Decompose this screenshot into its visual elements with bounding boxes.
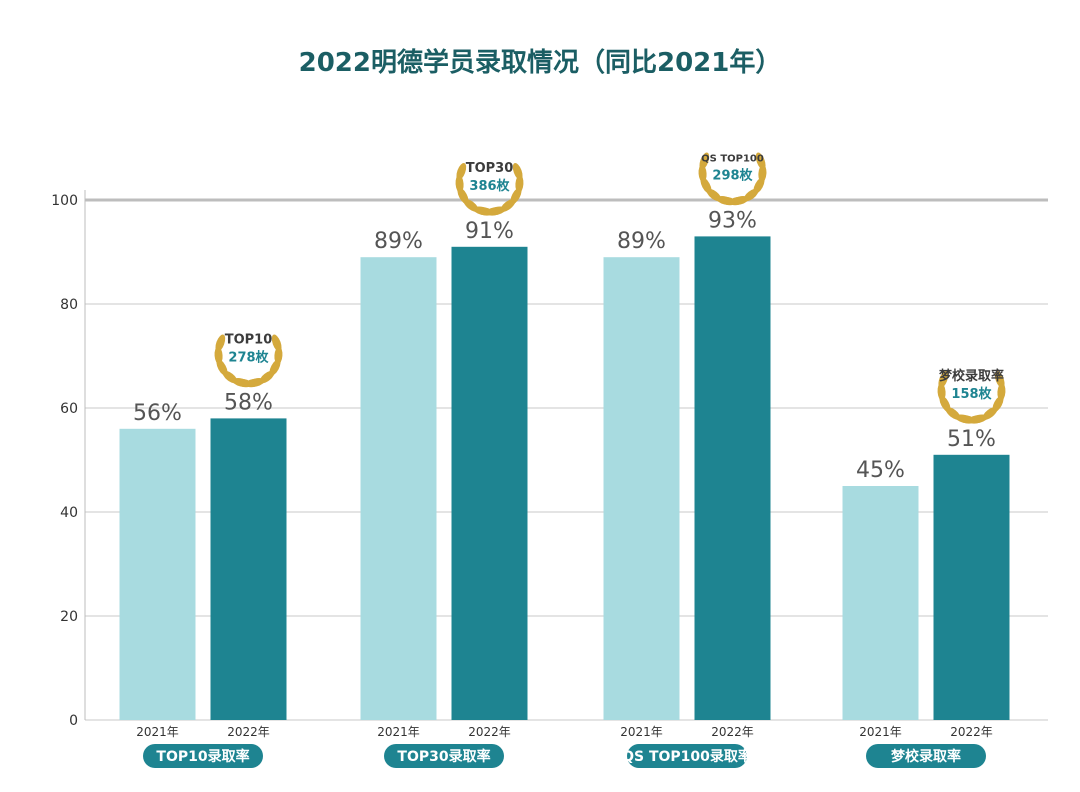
category-label: QS TOP100录取率: [622, 748, 752, 765]
x-tick-label: 2022年: [711, 725, 754, 739]
badge-title: TOP10: [225, 332, 273, 347]
laurel-icon: [455, 162, 524, 216]
badge-title: QS TOP100: [701, 153, 764, 164]
y-tick-label: 20: [60, 609, 78, 625]
laurel-stem: [709, 194, 756, 203]
laurel-stem: [225, 376, 272, 385]
badge-count: 158枚: [951, 386, 992, 402]
data-label: 58%: [224, 390, 273, 415]
bar: [360, 257, 437, 720]
category-label: TOP10录取率: [156, 748, 249, 765]
badge-title: TOP30: [466, 161, 514, 176]
bar: [933, 454, 1010, 720]
data-label: 91%: [465, 219, 514, 244]
bar: [842, 486, 919, 720]
laurel-badge: 梦校录取率 158枚: [937, 368, 1006, 424]
badge-count: 278枚: [228, 349, 269, 365]
laurel-stem: [466, 204, 513, 214]
data-label: 56%: [133, 401, 182, 426]
category-pill: [627, 744, 747, 768]
bar: [451, 246, 528, 721]
category-label: TOP30录取率: [397, 748, 490, 765]
laurel-stem: [948, 412, 995, 422]
x-tick-label: 2022年: [950, 725, 993, 739]
laurel-icon: [698, 152, 767, 206]
data-label: 93%: [708, 208, 757, 233]
category-pill: [866, 744, 986, 768]
y-tick-label: 0: [69, 713, 78, 729]
category-label: 梦校录取率: [891, 748, 961, 765]
bar: [694, 236, 771, 720]
x-tick-label: 2022年: [468, 725, 511, 739]
bar: [210, 418, 287, 720]
category-pill: [384, 744, 504, 768]
x-tick-label: 2021年: [859, 725, 902, 739]
badge-count: 298枚: [712, 167, 753, 183]
category-pill: [143, 744, 263, 768]
x-tick-label: 2021年: [377, 725, 420, 739]
laurel-badge: QS TOP100 298枚: [698, 152, 767, 206]
y-tick-label: 80: [60, 297, 78, 313]
x-tick-label: 2021年: [620, 725, 663, 739]
laurel-icon: [937, 370, 1006, 424]
data-label: 51%: [947, 427, 996, 452]
data-label: 89%: [617, 229, 666, 254]
chart-title: 2022明德学员录取情况（同比2021年）: [298, 48, 782, 78]
y-tick-label: 60: [60, 401, 78, 417]
laurel-badge: TOP30 386枚: [455, 161, 524, 216]
badge-title: 梦校录取率: [939, 368, 1004, 384]
laurel-icon: [214, 334, 283, 388]
laurel-badge: TOP10 278枚: [214, 332, 283, 388]
y-tick-label: 40: [60, 505, 78, 521]
x-tick-label: 2022年: [227, 725, 270, 739]
data-label: 89%: [374, 229, 423, 254]
badge-count: 386枚: [469, 178, 510, 194]
y-tick-label: 100: [51, 193, 78, 209]
data-label: 45%: [856, 458, 905, 483]
bar: [603, 257, 680, 720]
x-tick-label: 2021年: [136, 725, 179, 739]
bar: [119, 428, 196, 720]
